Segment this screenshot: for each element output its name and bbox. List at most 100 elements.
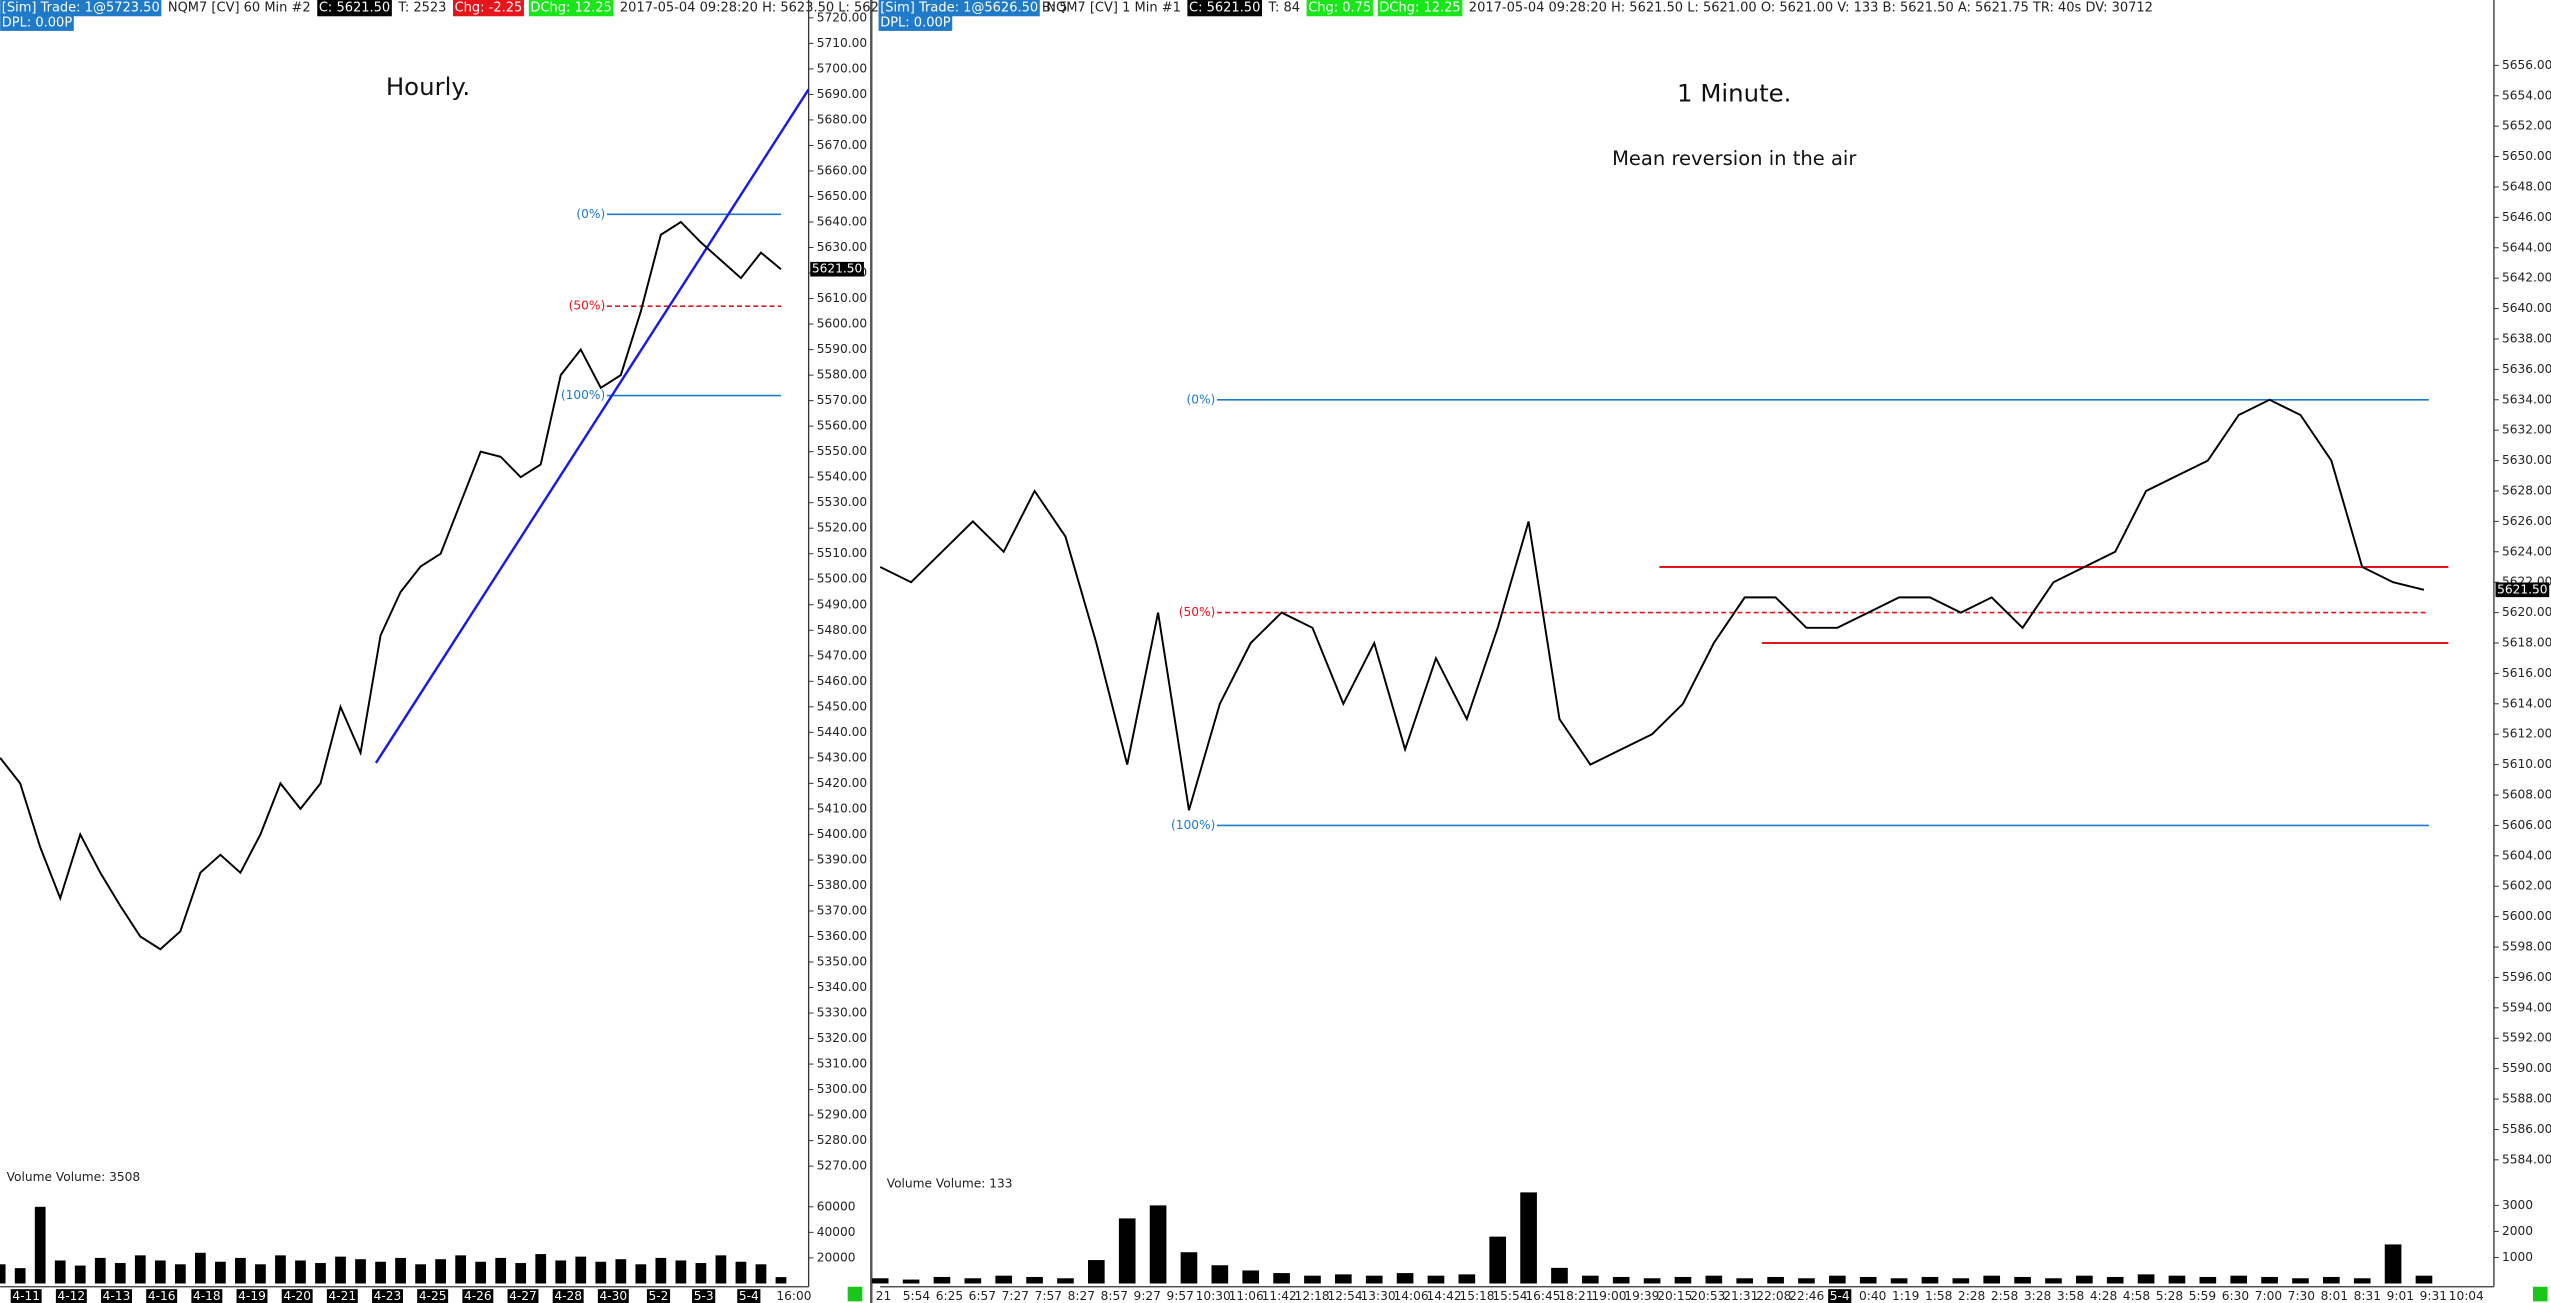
x-tick-label: 8:57 [1101,1289,1128,1303]
x-tick-label: 20:53 [1690,1289,1725,1303]
x-tick-chip [281,1289,313,1303]
y-tick-label: 5450.00 [817,699,867,713]
x-tick-label: 4-21 [329,1289,357,1303]
fib-level-label: (50%) [569,299,606,313]
header-field: C: 5621.50 [1189,1,1260,16]
y-tick-label: 5690.00 [817,87,867,101]
y-tick-label: 5594.00 [2502,1000,2551,1014]
y-tick-label: 5720.00 [817,10,867,24]
volume-tick-label: 3000 [2502,1198,2533,1212]
last-price-chip [810,261,864,277]
x-tick-label: 7:57 [1035,1289,1062,1303]
volume-bar [535,1254,547,1284]
volume-tick-label: 1000 [2502,1250,2533,1264]
y-tick-label: 5592.00 [2502,1031,2551,1045]
y-tick-label: 5390.00 [817,852,867,866]
x-tick-chip [55,1289,87,1303]
y-tick-label: 5636.00 [2502,362,2551,376]
y-tick-label: 5588.00 [2502,1092,2551,1106]
y-tick-label: 5700.00 [817,61,867,75]
volume-bar [0,1264,6,1284]
y-tick-label: 5600.00 [817,317,867,331]
y-tick-label: 5350.00 [817,954,867,968]
y-tick-label: 5646.00 [2502,210,2551,224]
volume-tick-label: 20000 [817,1250,856,1264]
volume-bar [933,1276,951,1284]
y-tick-label: 5520.00 [817,521,867,535]
volume-bar [174,1264,186,1284]
x-tick-label: 16:00 [776,1289,811,1303]
volume-bar [1365,1275,1383,1284]
x-tick-label: 5:59 [2189,1289,2216,1303]
y-tick-label: 5490.00 [817,597,867,611]
header-chip [1187,0,1262,17]
y-tick-label: 5608.00 [2502,788,2551,802]
x-tick-label: 5-4 [1830,1289,1850,1303]
volume-bar [2261,1276,2278,1284]
y-tick-label: 5626.00 [2502,514,2551,528]
volume-bar [475,1261,487,1284]
x-tick-label: 12:18 [1295,1289,1330,1303]
volume-bar [1921,1276,1939,1284]
volume-bar [154,1260,166,1284]
y-tick-label: 5638.00 [2502,331,2551,345]
volume-bar [755,1264,767,1284]
volume-bar [2168,1275,2186,1284]
x-tick-label: 15:18 [1459,1289,1494,1303]
volume-bar [495,1257,507,1284]
volume-bar [1829,1275,1846,1284]
header-field: Chg: 0.75 [1308,1,1371,16]
volume-bar [2106,1276,2124,1284]
x-tick-label: 7:30 [2288,1289,2315,1303]
y-tick-label: 5360.00 [817,929,867,943]
last-price-chip [2495,582,2550,598]
x-tick-label: 5:54 [903,1289,931,1303]
x-tick-label: 4-28 [554,1289,582,1303]
y-tick-label: 5540.00 [817,470,867,484]
y-tick-label: 5320.00 [817,1031,867,1045]
x-tick-label: 22:08 [1756,1289,1791,1303]
x-tick-label: 16:45 [1525,1289,1560,1303]
x-tick-label: 4-30 [599,1289,627,1303]
volume-bar [1304,1275,1321,1284]
y-tick-label: 5656.00 [2502,58,2551,72]
fib-level-label: (0%) [576,207,605,221]
x-tick-label: 8:31 [2354,1289,2381,1303]
x-tick-chip [101,1289,132,1303]
trendline [374,88,810,764]
volume-bar [2384,1244,2402,1284]
volume-bar [1890,1278,1908,1284]
volume-label: Volume Volume: 133 [887,1177,1013,1191]
x-tick-label: 4-12 [58,1289,86,1303]
y-tick-label: 5270.00 [817,1159,867,1173]
y-tick-label: 5596.00 [2502,970,2551,984]
y-tick-label: 5400.00 [817,827,867,841]
y-tick-label: 5660.00 [817,163,867,177]
y-tick-label: 5460.00 [817,674,867,688]
header-chip [0,14,74,31]
y-tick-label: 5280.00 [817,1133,867,1147]
y-tick-label: 5570.00 [817,393,867,407]
chart-title: Hourly. [386,72,470,101]
y-tick-label: 5370.00 [817,903,867,917]
x-tick-label: 3:28 [2024,1289,2051,1303]
x-tick-label: 2:58 [1991,1289,2018,1303]
x-tick-label: 4-19 [238,1289,266,1303]
y-tick-label: 5530.00 [817,495,867,509]
volume-bar [1149,1205,1167,1284]
volume-bar [1489,1236,1507,1284]
y-tick-label: 5598.00 [2502,940,2551,954]
header-field: DChg: 12.25 [530,1,611,16]
volume-bar [2230,1275,2248,1284]
x-tick-label: 14:06 [1393,1289,1428,1303]
volume-bar [335,1256,346,1284]
header-field: DChg: 12.25 [1379,1,1460,16]
x-tick-label: 2:28 [1958,1289,1985,1303]
y-tick-label: 5510.00 [817,546,867,560]
volume-bar [455,1255,467,1284]
volume-bar [1026,1276,1043,1284]
volume-bar [1582,1275,1599,1284]
x-tick-label: 0:40 [1859,1289,1886,1303]
y-tick-label: 5430.00 [817,750,867,764]
